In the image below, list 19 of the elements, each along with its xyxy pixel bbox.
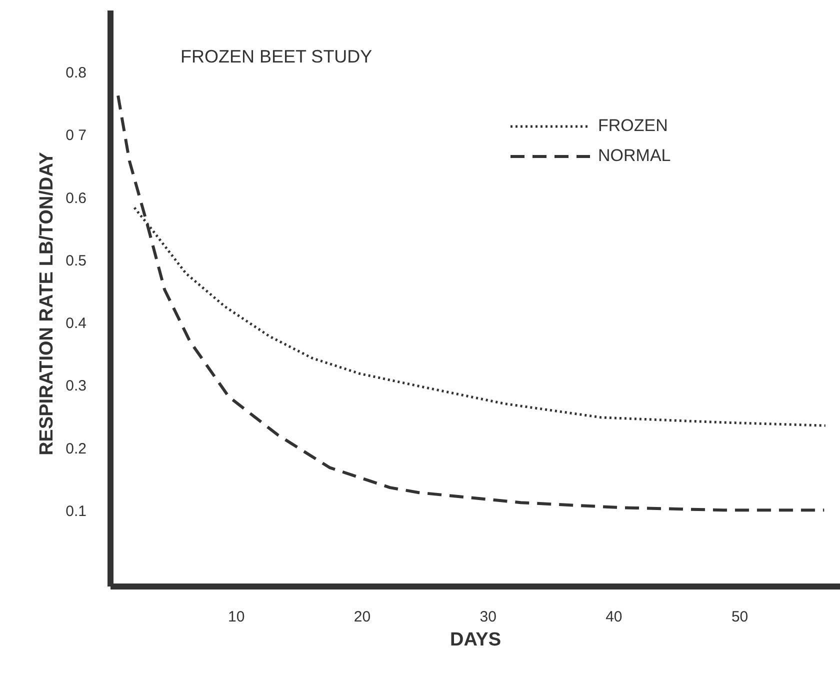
legend-label: FROZEN [598,116,668,136]
y-axis-title: RESPIRATION RATE LB/TON/DAY [36,152,58,456]
line-series [116,94,826,512]
y-tick-label: 0.2 [66,440,87,458]
x-tick-label: 10 [228,608,245,626]
x-axis-title: DAYS [450,630,502,650]
y-tick-label: 0.4 [66,315,87,332]
y-tick-label: 0.8 [66,64,87,82]
x-tick-label: 30 [480,608,496,626]
x-tick-label: 40 [606,608,622,626]
text: FROZEN BEET STUDY [180,46,372,66]
x-tick-label: 20 [354,608,371,626]
legend-label: NORMAL [598,146,671,166]
y-tick-label: 0 7 [66,127,87,144]
x-tick-label: 50 [731,608,748,626]
y-tick-label: 0.1 [66,502,87,520]
y-tick-label: 0.5 [66,252,87,270]
y-tick-label: 0.6 [66,190,87,207]
y-tick-label: 0.3 [66,378,87,395]
